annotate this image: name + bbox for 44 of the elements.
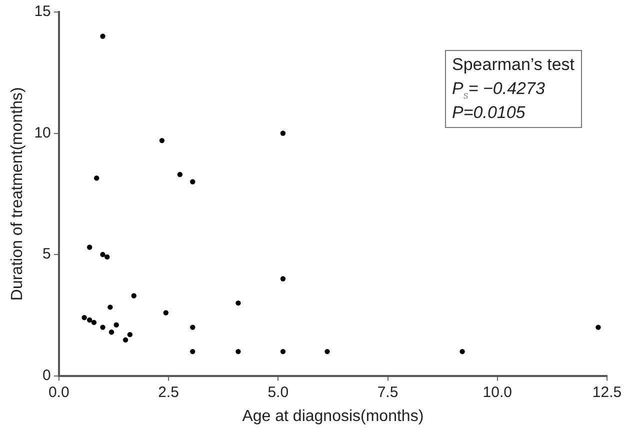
point	[596, 324, 601, 330]
x-axis-title: Age at diagnosis(months)	[242, 408, 424, 425]
point	[280, 348, 286, 354]
x-tick-label: 0.0	[48, 384, 70, 401]
point	[236, 348, 241, 354]
point	[190, 348, 196, 354]
point	[122, 337, 128, 343]
point	[100, 252, 106, 258]
point	[100, 34, 106, 39]
point	[236, 300, 241, 306]
point	[280, 130, 286, 136]
y-tick-label: 10	[34, 124, 51, 142]
x-tick-label: 10.0	[482, 384, 512, 401]
point	[82, 314, 87, 320]
point	[94, 176, 100, 181]
x-tick-label: 5.0	[268, 384, 289, 401]
point	[108, 304, 113, 310]
point	[190, 324, 196, 330]
point	[127, 332, 133, 338]
y-axis-title: Duration of treatment(months)	[9, 87, 26, 301]
y-tick-label: 15	[34, 3, 51, 20]
y-tick-label: 5	[42, 246, 51, 263]
point	[131, 293, 136, 298]
point	[324, 348, 330, 354]
point	[86, 244, 92, 250]
point	[280, 276, 286, 282]
annotation: P=0.0105	[452, 102, 526, 124]
annotation: Spearman’s test	[452, 54, 575, 76]
y-tick-label: 0	[42, 366, 51, 384]
point	[460, 348, 465, 354]
point	[177, 172, 183, 178]
point	[163, 310, 168, 316]
point	[104, 254, 110, 260]
x-tick-label: 2.5	[158, 384, 179, 401]
point	[91, 320, 97, 326]
point	[159, 138, 165, 144]
point	[86, 317, 92, 323]
x-tick-label: 12.5	[592, 384, 622, 401]
annotation: P$_{s}$= −0.4273	[452, 78, 546, 102]
x-tick-label: 7.5	[377, 384, 398, 401]
point	[100, 324, 106, 330]
point	[190, 179, 196, 184]
point	[114, 322, 119, 328]
point	[108, 330, 114, 335]
